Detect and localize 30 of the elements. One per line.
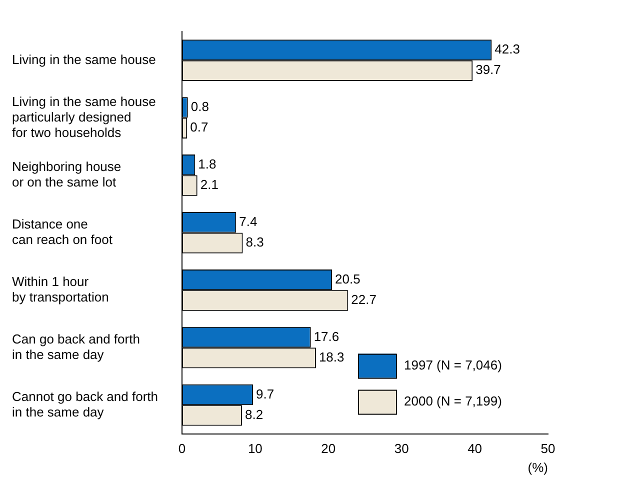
x-tick-label: 0	[178, 441, 186, 456]
data-label: 2.1	[200, 177, 218, 192]
x-tick-label: 10	[248, 441, 262, 456]
data-label: 0.8	[190, 99, 209, 114]
data-label: 9.7	[256, 386, 274, 402]
y-tick-label: Living in the same house particularly designed for two households	[12, 94, 156, 140]
y-tick-label: Within 1 hour by transportation	[12, 274, 109, 305]
y-tick-label: Cannot go back and forth in the same day	[12, 388, 158, 420]
legend-label: 1997 (N = 7,046)	[404, 357, 502, 372]
data-label: 39.7	[476, 62, 501, 78]
y-tick-label: Neighboring house or on the same lot	[12, 159, 122, 190]
x-tick-label: 30	[394, 441, 409, 456]
data-label: 22.7	[351, 292, 376, 308]
y-tick-label: Living in the same house	[12, 52, 156, 67]
data-label: 17.6	[314, 328, 340, 344]
data-label: 0.7	[190, 120, 208, 135]
data-label: 42.3	[494, 42, 520, 57]
x-axis-title: (%)	[528, 460, 548, 475]
data-label: 8.2	[245, 406, 264, 422]
x-tick-label: 20	[321, 441, 336, 456]
data-label: 8.3	[246, 234, 264, 250]
y-tick-label: Distance one can reach on foot	[12, 216, 113, 248]
data-label: 20.5	[335, 271, 360, 286]
legend-label: 2000 (N = 7,199)	[404, 393, 502, 408]
data-label: 7.4	[239, 214, 258, 229]
x-tick-label: 40	[468, 441, 482, 456]
data-label: 1.8	[198, 156, 216, 172]
data-label: 18.3	[318, 350, 344, 365]
y-tick-label: Can go back and forth in the same day	[12, 331, 140, 362]
x-tick-label: 50	[540, 441, 556, 456]
